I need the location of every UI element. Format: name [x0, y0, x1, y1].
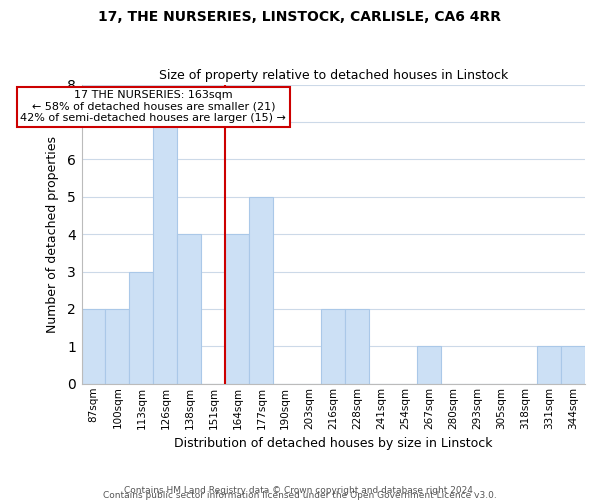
- Text: Contains public sector information licensed under the Open Government Licence v3: Contains public sector information licen…: [103, 491, 497, 500]
- Bar: [154, 122, 178, 384]
- Bar: [321, 309, 345, 384]
- Text: 17 THE NURSERIES: 163sqm
← 58% of detached houses are smaller (21)
42% of semi-d: 17 THE NURSERIES: 163sqm ← 58% of detach…: [20, 90, 286, 124]
- Bar: [417, 346, 441, 384]
- X-axis label: Distribution of detached houses by size in Linstock: Distribution of detached houses by size …: [174, 437, 493, 450]
- Bar: [345, 309, 369, 384]
- Bar: [130, 272, 154, 384]
- Bar: [250, 197, 274, 384]
- Y-axis label: Number of detached properties: Number of detached properties: [46, 136, 59, 332]
- Bar: [106, 309, 130, 384]
- Bar: [82, 309, 106, 384]
- Bar: [561, 346, 585, 384]
- Bar: [226, 234, 250, 384]
- Text: Contains HM Land Registry data © Crown copyright and database right 2024.: Contains HM Land Registry data © Crown c…: [124, 486, 476, 495]
- Bar: [537, 346, 561, 384]
- Title: Size of property relative to detached houses in Linstock: Size of property relative to detached ho…: [158, 69, 508, 82]
- Text: 17, THE NURSERIES, LINSTOCK, CARLISLE, CA6 4RR: 17, THE NURSERIES, LINSTOCK, CARLISLE, C…: [98, 10, 502, 24]
- Bar: [178, 234, 202, 384]
